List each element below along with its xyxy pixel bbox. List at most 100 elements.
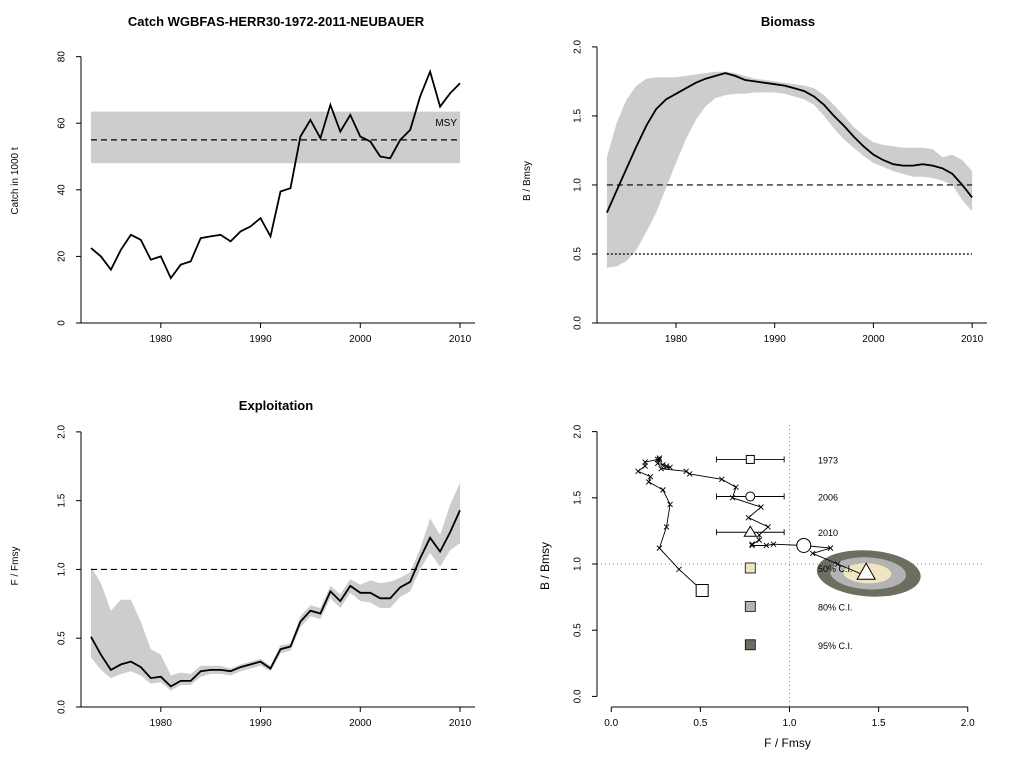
y-tick-label: 0 (57, 320, 68, 326)
kobe-point-x (749, 542, 755, 549)
ci-legend-label: 50% C.I. (818, 564, 853, 574)
kobe-point-x (635, 468, 641, 475)
y-tick-label: 80 (57, 51, 68, 63)
biomass-axes: 1980 1990 2000 2010 0.0 0.5 1.0 1.5 2.0 Biomass B … (522, 14, 987, 345)
kobe-point-x (758, 504, 764, 510)
x-tick-label: 0.0 (604, 718, 618, 729)
x-tick-label: 1980 (665, 334, 688, 345)
kobe-xlabel: F / Fmsy (764, 736, 811, 750)
y-tick-label: 1.5 (573, 490, 584, 504)
kobe-point-x (656, 455, 663, 461)
x-tick-label: 1990 (249, 718, 272, 729)
y-tick-label: 1.0 (573, 557, 584, 571)
catch-series-line (90, 68, 461, 280)
x-tick-label: 2000 (349, 334, 372, 345)
x-tick-label: 2000 (862, 334, 885, 345)
kobe-point-x (733, 484, 739, 491)
start-year-marker (695, 583, 709, 597)
ci-marker-circle (745, 491, 756, 502)
ci-bar-year-label: 2006 (818, 492, 838, 502)
ci-bar-year-label: 2010 (818, 528, 838, 538)
kobe-point-x (663, 463, 670, 469)
x-tick-label: 1.5 (872, 718, 886, 729)
kobe-point-x (756, 532, 763, 538)
kobe-point-x (686, 471, 693, 477)
x-tick-label: 1980 (150, 718, 173, 729)
x-tick-label: 1980 (150, 334, 173, 345)
ci-legend-swatch (744, 639, 756, 651)
y-tick-label: 0.5 (57, 631, 68, 645)
msy-band (90, 111, 461, 164)
biomass-title: Biomass (761, 14, 815, 29)
kobe-point-x (770, 541, 777, 547)
ci-legend-label: 80% C.I. (818, 602, 853, 612)
exploitation-title: Exploitation (239, 398, 313, 413)
end-year-marker (856, 562, 876, 580)
kobe-point-x (663, 524, 670, 530)
y-tick-label: 0.0 (573, 689, 584, 703)
x-tick-label: 1990 (249, 334, 272, 345)
catch-title: Catch WGBFAS-HERR30-1972-2011-NEUBAUER (128, 14, 425, 29)
y-tick-label: 2.0 (573, 40, 584, 54)
kobe-point-x (667, 464, 673, 471)
biomass-series-line (606, 72, 973, 213)
y-tick-label: 1.0 (57, 562, 68, 576)
y-tick-label: 2.0 (573, 424, 584, 438)
kobe-point-x (749, 541, 755, 547)
kobe-point-x (654, 460, 661, 467)
kobe-point-x (645, 479, 652, 485)
y-tick-label: 1.5 (573, 109, 584, 123)
x-tick-label: 2010 (449, 718, 472, 729)
kobe-point-x (756, 537, 763, 544)
mid-year-marker (796, 537, 812, 553)
msy-label: MSY (435, 118, 457, 129)
kobe-point-x (660, 487, 666, 493)
kobe-point-x (676, 566, 682, 573)
x-tick-label: 1.0 (783, 718, 797, 729)
kobe-point-x (745, 514, 752, 521)
kobe-axes: 0.0 0.5 1.0 1.5 2.0 0.0 0.5 1.0 1.5 2.0 B / Bmsy F … (538, 424, 975, 750)
y-tick-label: 0.5 (573, 247, 584, 261)
kobe-point-x (834, 561, 841, 567)
y-tick-label: 20 (57, 250, 68, 262)
x-tick-label: 2010 (449, 334, 472, 345)
y-tick-label: 0.0 (57, 700, 68, 714)
exploitation-axes: 1980 1990 2000 2010 0.0 0.5 1.0 1.5 2.0 Exploitat… (10, 398, 475, 729)
x-tick-label: 2010 (961, 334, 984, 345)
ci-legend-label: 95% C.I. (818, 641, 853, 651)
exploitation-series-line (90, 509, 461, 688)
y-tick-label: 60 (57, 117, 68, 129)
kobe-point-x (656, 456, 663, 463)
kobe-point-x (660, 461, 666, 468)
kobe-point-x (667, 501, 673, 508)
y-tick-label: 2.0 (57, 424, 68, 438)
ci-legend-swatch (744, 562, 756, 574)
ci-marker-triangle (743, 525, 758, 537)
ci-marker-square (745, 454, 755, 464)
kobe-point-x (642, 459, 648, 465)
exploitation-ci-band (91, 482, 460, 691)
biomass-ylabel: B / Bmsy (522, 161, 533, 201)
catch-axes: 1980 1990 2000 2010 0 20 40 60 80 Catch WGBFAS-HE… (10, 14, 475, 345)
kobe-point-x (809, 550, 816, 557)
y-tick-label: 40 (57, 184, 68, 196)
exploitation-ylabel: F / Fmsy (10, 547, 21, 586)
kobe-ylabel: B / Bmsy (538, 542, 552, 590)
catch-ylabel: Catch in 1000 t (10, 147, 21, 214)
kobe-point-x (656, 545, 663, 551)
biomass-ci-band (606, 71, 973, 268)
kobe-point-x (763, 542, 770, 549)
kobe-point-x (827, 545, 834, 551)
kobe-point-x (642, 463, 648, 469)
kobe-point-x (683, 468, 689, 475)
y-tick-label: 1.0 (573, 178, 584, 192)
x-tick-label: 1990 (764, 334, 787, 345)
kobe-point-x (658, 465, 664, 472)
kobe-point-x (718, 476, 725, 483)
kobe-point-x (647, 473, 654, 480)
x-tick-label: 2000 (349, 718, 372, 729)
x-tick-label: 0.5 (693, 718, 707, 729)
ci-bar-year-label: 1973 (818, 455, 838, 465)
